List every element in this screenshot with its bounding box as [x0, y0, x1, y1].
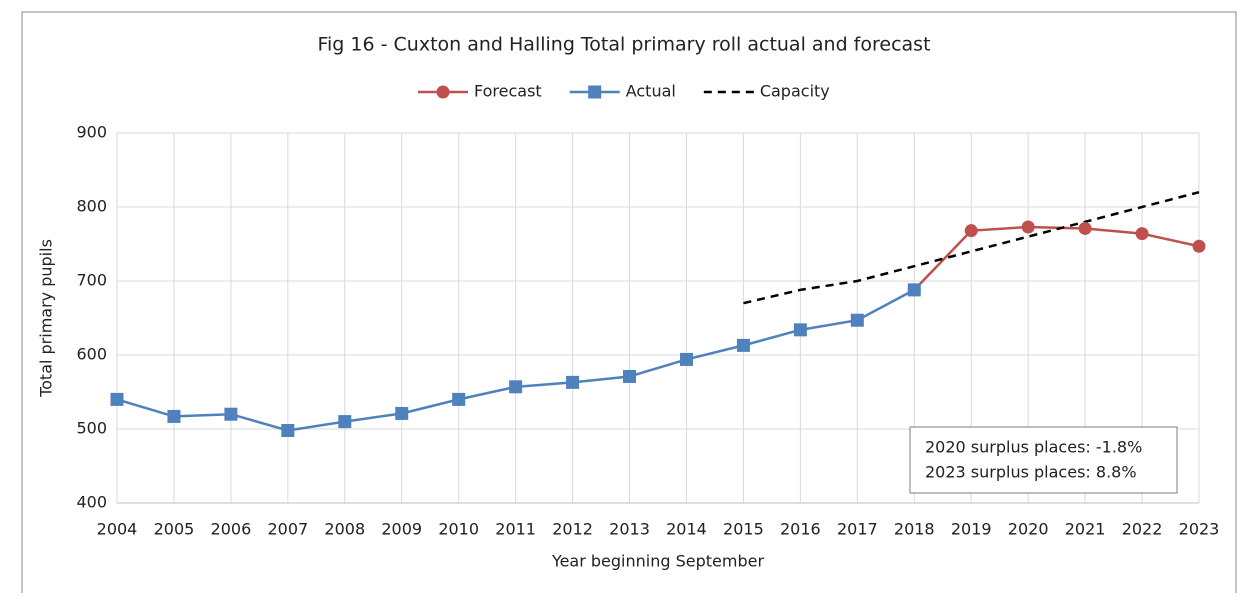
- x-tick-label: 2018: [894, 520, 935, 539]
- legend-label: Capacity: [760, 82, 830, 101]
- legend-label: Forecast: [474, 82, 542, 101]
- data-point: [679, 352, 693, 366]
- data-point: [509, 380, 523, 394]
- x-tick-label: 2007: [267, 520, 308, 539]
- data-point: [224, 407, 238, 421]
- legend-marker: [436, 85, 450, 99]
- data-point: [167, 409, 181, 423]
- data-point: [736, 338, 750, 352]
- data-point: [1135, 227, 1149, 241]
- x-tick-label: 2015: [723, 520, 764, 539]
- x-tick-label: 2016: [780, 520, 821, 539]
- legend-label: Actual: [626, 82, 676, 101]
- x-tick-label: 2006: [211, 520, 252, 539]
- data-point: [1078, 221, 1092, 235]
- data-point: [793, 323, 807, 337]
- y-axis-label: Total primary pupils: [37, 239, 56, 398]
- x-tick-label: 2005: [154, 520, 195, 539]
- x-tick-label: 2012: [552, 520, 593, 539]
- data-point: [395, 406, 409, 420]
- y-tick-label: 500: [76, 419, 107, 438]
- data-point: [850, 313, 864, 327]
- x-tick-label: 2011: [495, 520, 536, 539]
- data-point: [623, 369, 637, 383]
- x-tick-label: 2020: [1008, 520, 1049, 539]
- data-point: [1021, 220, 1035, 234]
- x-tick-label: 2014: [666, 520, 707, 539]
- data-point: [907, 283, 921, 297]
- x-axis-label: Year beginning September: [551, 552, 765, 571]
- y-tick-label: 600: [76, 345, 107, 364]
- x-tick-label: 2008: [324, 520, 365, 539]
- series-line: [913, 225, 1200, 291]
- x-tick-label: 2023: [1179, 520, 1220, 539]
- data-point: [964, 224, 978, 238]
- annotation-box: [909, 426, 1178, 494]
- series-line: [743, 190, 1200, 305]
- annotation: 2023 surplus places: 8.8%: [925, 463, 1137, 482]
- chart-title: Fig 16 - Cuxton and Halling Total primar…: [317, 34, 930, 56]
- y-tick-label: 900: [76, 123, 107, 142]
- legend-marker: [588, 85, 602, 99]
- data-point: [110, 392, 124, 406]
- x-tick-label: 2022: [1122, 520, 1163, 539]
- annotation: 2020 surplus places: -1.8%: [925, 438, 1142, 457]
- data-point: [566, 375, 580, 389]
- y-tick-label: 700: [76, 271, 107, 290]
- data-point: [1192, 239, 1206, 253]
- x-tick-label: 2010: [438, 520, 479, 539]
- y-tick-label: 400: [76, 493, 107, 512]
- data-point: [338, 415, 352, 429]
- x-tick-label: 2019: [951, 520, 992, 539]
- x-tick-label: 2009: [381, 520, 422, 539]
- data-point: [281, 423, 295, 437]
- x-tick-label: 2021: [1065, 520, 1106, 539]
- chart-border: [21, 11, 1237, 597]
- x-tick-label: 2017: [837, 520, 878, 539]
- y-tick-label: 800: [76, 197, 107, 216]
- x-tick-label: 2004: [97, 520, 138, 539]
- x-tick-label: 2013: [609, 520, 650, 539]
- data-point: [452, 392, 466, 406]
